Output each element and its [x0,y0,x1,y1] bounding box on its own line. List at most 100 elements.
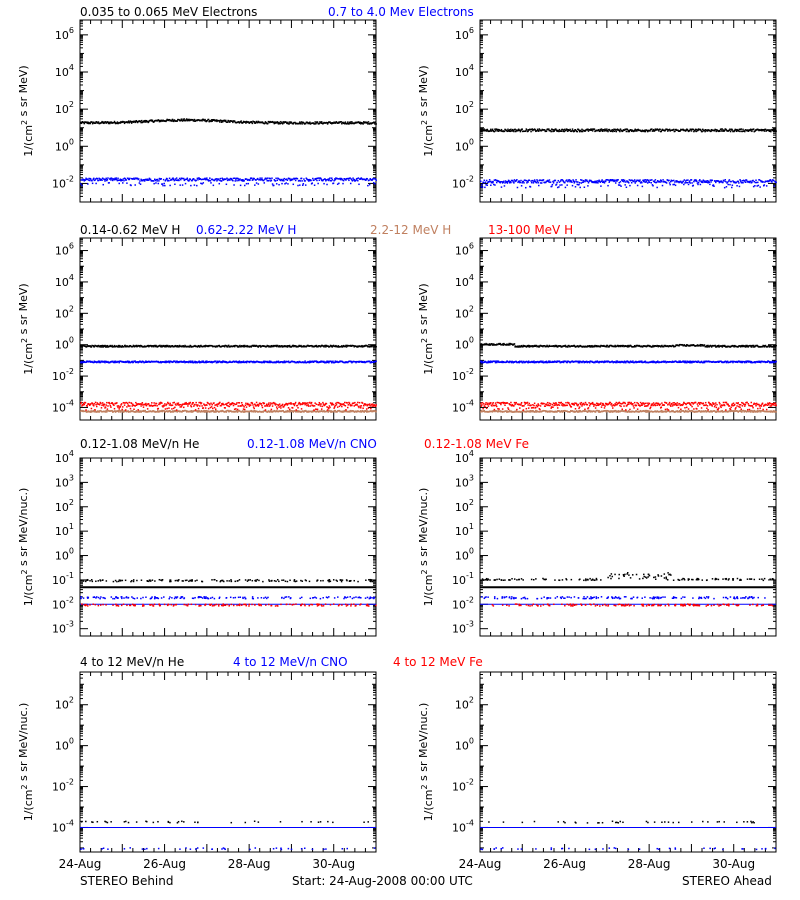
data-point [316,179,318,182]
data-point [103,345,106,348]
data-point [113,404,115,407]
data-point [574,128,577,131]
data-point [521,128,523,130]
data-point [182,403,184,405]
data-point [127,360,129,363]
data-point [222,179,225,181]
data-point [196,404,198,406]
data-point [699,183,702,186]
data-point [167,411,169,413]
data-point [760,180,762,182]
data-point [643,130,645,133]
data-point [375,345,377,348]
data-point [177,402,180,404]
data-point [281,345,283,347]
data-point [538,128,541,130]
data-point [207,345,210,348]
data-point [229,179,231,181]
data-point [203,409,205,412]
data-point [370,345,372,348]
data-point [303,402,306,404]
data-point [114,410,116,412]
data-point [113,344,116,347]
data-point [165,120,167,123]
data-point [302,183,305,185]
data-point [93,360,96,362]
data-point [204,407,207,409]
data-point [180,178,182,181]
data-point [109,177,112,180]
data-point [690,179,693,181]
data-point [346,122,348,125]
data-point [279,122,282,125]
data-point [300,177,303,180]
data-point [233,184,235,186]
data-point [538,130,540,132]
data-point [725,186,728,188]
data-point [338,405,341,408]
data-point [362,121,365,123]
data-point [759,186,761,188]
data-point [243,346,245,348]
data-point [244,121,247,123]
data-point [255,405,257,407]
data-point [737,180,740,183]
data-point [129,405,131,407]
data-point [261,177,263,179]
data-point [286,409,289,412]
data-point [580,182,583,184]
data-point [687,183,690,186]
data-point [168,177,171,180]
data-point [634,128,637,131]
data-point [674,181,676,183]
data-point [597,129,600,131]
data-point [660,130,663,133]
data-point [770,179,772,182]
data-point [700,180,702,182]
data-point [204,410,206,412]
data-point [299,180,302,182]
data-point [668,179,670,182]
data-point [564,181,566,184]
series-red [80,401,377,411]
data-point [346,121,349,123]
data-point [117,177,119,180]
data-point [491,180,493,183]
data-point [276,408,279,410]
data-point [197,345,199,348]
data-point [259,344,261,347]
data-point [273,122,276,125]
data-point [294,401,297,404]
data-point [707,182,709,184]
data-point [351,404,353,407]
data-point [110,345,113,348]
data-point [214,404,216,406]
data-point [82,404,84,406]
data-point [493,179,496,181]
data-point [341,122,343,125]
data-point [265,403,268,406]
data-point [572,180,575,182]
data-point [650,182,652,184]
data-point [622,179,625,181]
data-point [210,119,213,121]
data-point [715,130,718,133]
data-point [80,179,83,181]
data-point [536,128,539,131]
data-point [230,178,233,181]
data-point [96,411,99,413]
data-point [183,118,186,120]
data-point [709,179,712,181]
data-point [637,128,639,131]
data-point [509,130,512,133]
data-point [345,346,348,348]
data-point [94,122,97,124]
data-point [264,122,266,125]
data-point [209,177,211,179]
data-point [188,346,191,348]
data-point [331,402,334,405]
data-point [236,402,238,404]
data-point [310,401,313,404]
data-point [204,345,206,348]
data-point [360,345,363,348]
